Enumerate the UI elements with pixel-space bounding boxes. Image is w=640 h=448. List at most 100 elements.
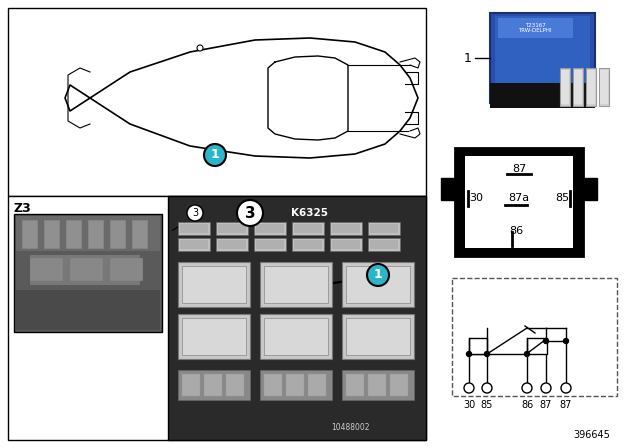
Bar [16,290,160,330]
Text: Z3: Z3 [14,202,32,215]
Text: 1: 1 [464,52,472,65]
Bar [70,258,102,280]
Bar [218,224,246,233]
Bar [561,70,569,104]
Bar [495,16,590,98]
Bar [178,262,250,307]
Bar [346,266,410,303]
Text: 87: 87 [560,400,572,410]
Circle shape [561,383,571,393]
Text: 30: 30 [463,400,475,410]
Bar [44,220,59,248]
Bar [498,18,573,38]
Circle shape [204,144,226,166]
Bar [586,68,596,106]
Bar [178,222,210,235]
Bar [88,220,103,248]
Circle shape [543,339,548,344]
Bar [8,8,426,196]
Bar [226,374,244,396]
Bar [455,148,583,256]
Bar [342,262,414,307]
Bar [573,68,583,106]
Text: 3: 3 [192,208,198,218]
Bar [346,318,410,355]
Text: 3: 3 [244,206,255,220]
Text: 30: 30 [469,193,483,203]
Bar [330,238,362,251]
Bar [292,222,324,235]
Bar [178,314,250,359]
Bar [218,240,246,249]
Bar [30,255,140,285]
Bar [14,214,162,332]
Bar [490,13,595,103]
Bar [330,222,362,235]
Bar [294,224,322,233]
Bar [342,314,414,359]
Bar [342,370,414,400]
Bar [260,370,332,400]
Text: 396645: 396645 [573,430,610,440]
Bar [469,338,487,354]
Bar [182,374,200,396]
Bar [370,224,398,233]
Bar [254,238,286,251]
Text: 86: 86 [521,400,533,410]
Text: 87a: 87a [508,193,529,203]
Bar [370,240,398,249]
Bar [256,240,284,249]
Text: 85: 85 [555,193,569,203]
Bar [22,220,37,248]
Bar [110,258,142,280]
Bar [132,220,147,248]
Bar [180,240,208,249]
Circle shape [484,352,490,357]
Bar [332,240,360,249]
Text: 85: 85 [481,400,493,410]
Text: 10488002: 10488002 [331,423,369,432]
Circle shape [367,264,389,286]
Bar [264,318,328,355]
Bar [260,262,332,307]
Circle shape [525,352,529,357]
Text: 86: 86 [509,226,523,236]
Bar [178,238,210,251]
Bar [182,318,246,355]
Bar [560,68,570,106]
Bar [527,338,547,354]
Circle shape [541,383,551,393]
Bar [292,238,324,251]
Bar [286,374,304,396]
Circle shape [522,383,532,393]
Bar [294,240,322,249]
Bar [182,266,246,303]
Bar [332,224,360,233]
Bar [204,374,222,396]
Bar [260,314,332,359]
Bar [390,374,408,396]
Bar [8,196,426,440]
Bar [490,83,595,108]
Circle shape [237,200,263,226]
Bar [599,68,609,106]
Bar [264,374,282,396]
Circle shape [197,45,203,51]
Bar [256,224,284,233]
Bar [66,220,81,248]
Bar [308,374,326,396]
Bar [465,156,573,248]
Circle shape [467,352,472,357]
Circle shape [563,339,568,344]
Circle shape [482,383,492,393]
Bar [587,70,595,104]
Bar [583,178,597,200]
Bar [600,70,608,104]
Bar [216,238,248,251]
Circle shape [187,205,203,221]
Bar [180,224,208,233]
Bar [264,266,328,303]
Text: T23167
TRW-DELPHI: T23167 TRW-DELPHI [518,22,552,34]
Bar [16,216,160,251]
Bar [216,222,248,235]
